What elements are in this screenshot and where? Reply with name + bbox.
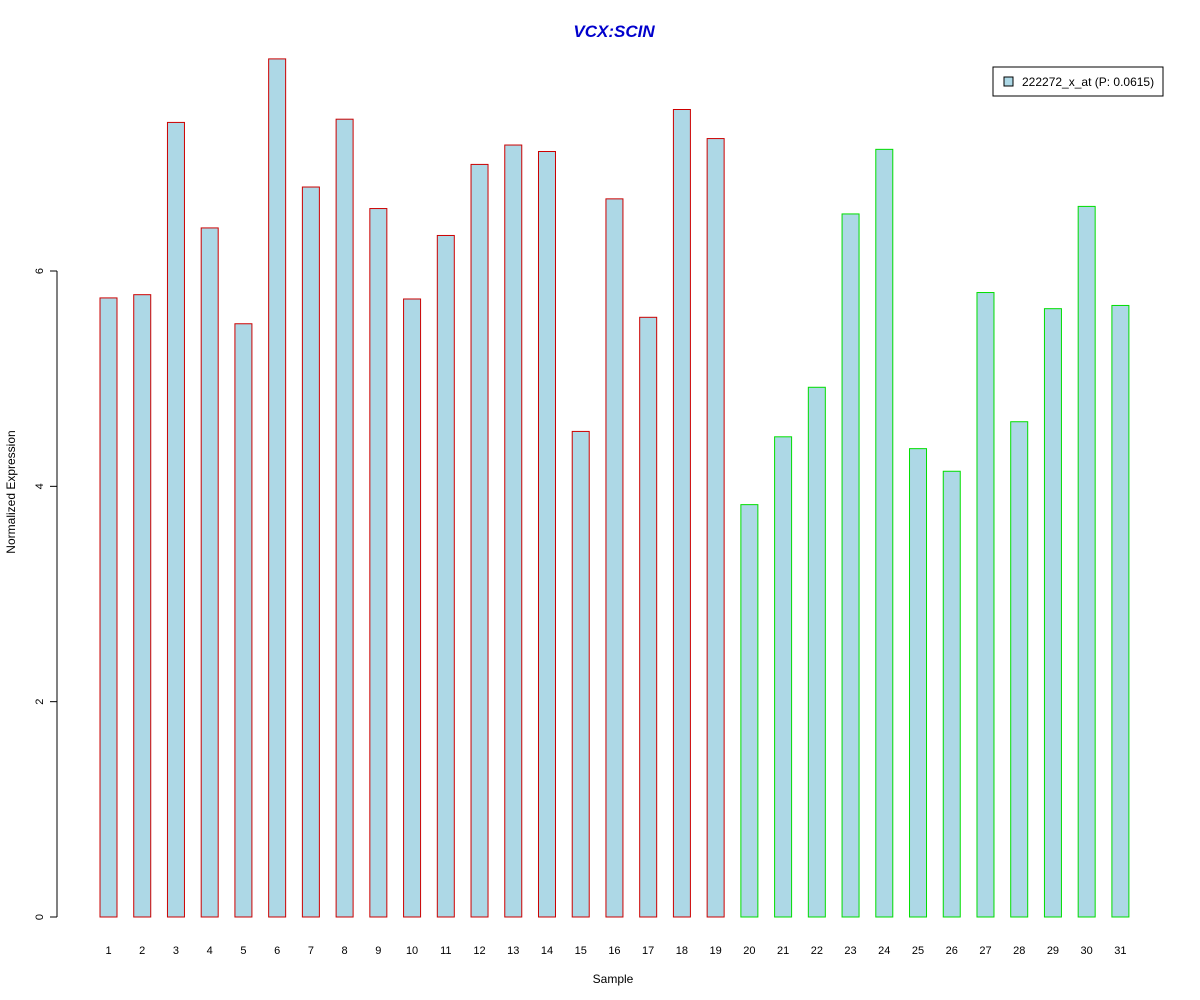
bar-sample-21 [774,436,793,918]
bar-sample-11 [436,234,455,918]
x-tick-label: 27 [979,945,991,957]
bar-sample-10 [403,298,422,918]
x-tick-label: 10 [406,945,418,957]
x-tick-label: 25 [912,945,924,957]
x-tick-label: 26 [946,945,958,957]
x-tick-label: 28 [1013,945,1025,957]
x-tick-label: 14 [541,945,553,957]
x-tick-label: 19 [710,945,722,957]
legend-swatch [1003,76,1014,87]
x-tick-label: 18 [676,945,688,957]
x-tick-label: 2 [139,945,145,957]
x-tick-label: 12 [473,945,485,957]
x-tick-label: 15 [575,945,587,957]
x-tick-label: 1 [105,945,111,957]
x-tick-label: 17 [642,945,654,957]
y-tick-label: 0 [34,914,46,920]
bar-sample-20 [740,504,759,918]
bar-sample-7 [301,186,320,918]
legend-box [992,66,1164,97]
bar-sample-3 [166,121,185,918]
bar-sample-14 [537,150,556,918]
bar-sample-31 [1111,304,1130,918]
x-tick-label: 24 [878,945,890,957]
bar-sample-30 [1077,205,1096,918]
x-axis-label: Sample [593,972,634,986]
bar-sample-27 [976,292,995,918]
x-tick-label: 3 [173,945,179,957]
bar-sample-12 [470,163,489,918]
bar-sample-26 [942,470,961,918]
legend-series-name: 222272_x_at (P: 0.0615) [1022,75,1154,89]
x-tick-labels: 1 2 3 4 5 6 7 8 9 10 11 12 13 14 15 16 17 18 19 20 21 22 23 24 2… [105,945,1126,957]
y-tick-label: 6 [34,268,46,274]
bar-sample-1 [99,297,118,918]
x-tick-label: 29 [1047,945,1059,957]
bar-sample-23 [841,213,860,918]
x-tick-label: 21 [777,945,789,957]
bar-sample-17 [639,316,658,918]
bars-group [99,58,1130,918]
chart-title: VCX:SCIN [573,22,655,41]
x-tick-label: 6 [274,945,280,957]
bar-sample-28 [1010,421,1029,918]
x-tick-label: 22 [811,945,823,957]
bar-sample-18 [672,109,691,918]
x-tick-label: 23 [844,945,856,957]
x-tick-label: 20 [743,945,755,957]
bar-sample-6 [268,58,287,918]
bar-sample-29 [1043,308,1062,918]
x-tick-label: 31 [1114,945,1126,957]
bar-sample-9 [369,208,388,918]
x-tick-label: 13 [507,945,519,957]
x-tick-label: 8 [342,945,348,957]
bar-sample-8 [335,118,354,918]
x-tick-label: 9 [375,945,381,957]
bar-sample-19 [706,138,725,918]
y-tick-label: 2 [34,699,46,705]
x-tick-label: 16 [608,945,620,957]
bar-sample-2 [133,294,152,918]
bar-sample-24 [875,148,894,918]
legend: 222272_x_at (P: 0.0615) [992,66,1164,97]
y-tick-label: 4 [34,483,46,489]
x-tick-label: 11 [440,945,451,957]
bar-sample-13 [504,144,523,918]
bar-sample-16 [605,198,624,918]
bar-sample-25 [909,448,928,918]
bar-sample-15 [571,430,590,918]
bar-sample-4 [200,227,219,918]
x-tick-label: 30 [1081,945,1093,957]
y-axis: 0 2 4 6 [34,268,58,920]
x-tick-label: 7 [308,945,314,957]
bar-sample-5 [234,323,253,918]
bar-sample-22 [807,386,826,918]
x-tick-label: 5 [240,945,246,957]
y-axis-label: Normalized Expression [4,430,18,553]
x-tick-label: 4 [207,945,213,957]
